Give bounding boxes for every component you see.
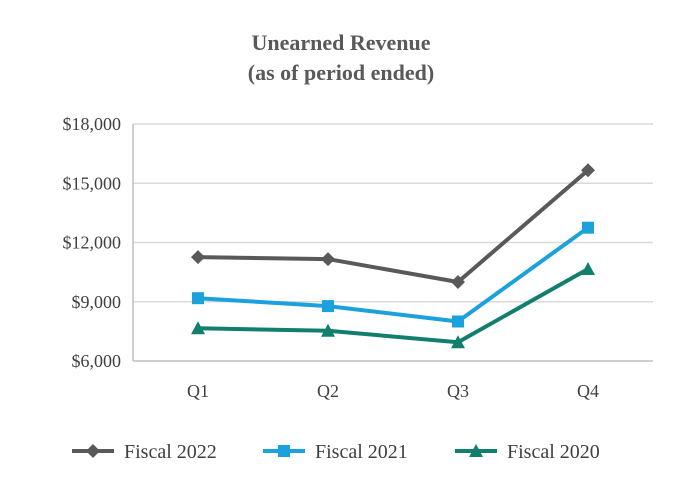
data-series (191, 163, 595, 349)
legend-item: Fiscal 2021 (263, 441, 408, 463)
y-tick-label: $9,000 (72, 292, 122, 312)
y-tick-label: $12,000 (63, 233, 122, 253)
data-point (582, 221, 594, 234)
chart-subtitle: (as of period ended) (248, 60, 434, 85)
chart-title: Unearned Revenue (251, 30, 430, 55)
series-line (197, 168, 590, 284)
series-fiscal-2020 (191, 261, 595, 349)
legend-marker (278, 445, 290, 457)
data-point (451, 335, 465, 349)
legend-item: Fiscal 2022 (72, 441, 217, 463)
series-line (197, 267, 589, 345)
gridlines (132, 123, 653, 362)
legend-label: Fiscal 2022 (124, 441, 217, 463)
y-axis-tick-labels: $6,000 $9,000 $12,000 $15,000 $18,000 (63, 114, 122, 371)
data-point (581, 261, 595, 275)
data-point (581, 163, 595, 178)
x-axis-tick-labels: Q1 Q2 Q3 Q4 (187, 381, 599, 401)
legend-marker (469, 444, 483, 457)
legend-label: Fiscal 2021 (315, 441, 408, 463)
y-tick-label: $18,000 (63, 114, 122, 134)
legend: Fiscal 2022 Fiscal 2021 Fiscal 2020 (72, 441, 600, 463)
legend-label: Fiscal 2020 (507, 441, 600, 463)
legend-item: Fiscal 2020 (455, 441, 600, 463)
data-point (451, 275, 465, 289)
data-point (321, 252, 335, 267)
series-fiscal-2022 (191, 163, 595, 289)
series-line (197, 226, 590, 324)
y-tick-label: $15,000 (63, 173, 122, 193)
legend-marker (86, 444, 100, 458)
x-tick-label: Q4 (577, 381, 599, 401)
data-point (191, 250, 205, 265)
y-tick-label: $6,000 (72, 351, 122, 371)
data-point (191, 321, 205, 335)
series-fiscal-2021 (192, 221, 594, 328)
data-point (322, 300, 334, 313)
data-point (452, 315, 464, 328)
x-tick-label: Q2 (317, 381, 339, 401)
x-tick-label: Q1 (187, 381, 209, 401)
data-point (192, 292, 204, 305)
data-point (321, 323, 335, 337)
x-tick-label: Q3 (447, 381, 469, 401)
